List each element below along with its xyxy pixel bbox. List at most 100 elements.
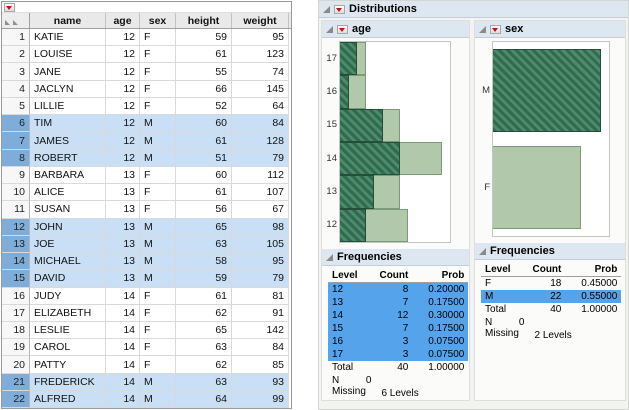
cell-sex[interactable]: F — [140, 339, 176, 357]
cell-height[interactable]: 52 — [176, 97, 232, 116]
cell-age[interactable]: 14 — [106, 390, 140, 409]
cell-height[interactable]: 63 — [176, 235, 232, 254]
cell-height[interactable]: 64 — [176, 390, 232, 409]
cell-weight[interactable]: 123 — [232, 46, 289, 64]
cell-name[interactable]: ELIZABETH — [30, 304, 106, 322]
row-number[interactable]: 4 — [2, 80, 30, 98]
table-row[interactable]: 12 JOHN 13 M 65 98 — [2, 218, 291, 236]
row-number[interactable]: 7 — [2, 132, 30, 150]
cell-age[interactable]: 13 — [106, 253, 140, 271]
cell-age[interactable]: 14 — [106, 356, 140, 374]
cell-sex[interactable]: M — [140, 149, 176, 167]
freq-cell-count[interactable]: 18 — [550, 278, 562, 289]
column-header-weight[interactable]: weight — [232, 13, 289, 28]
table-row[interactable]: 2 LOUISE 12 F 61 123 — [2, 46, 291, 64]
cell-age[interactable]: 14 — [106, 339, 140, 357]
column-header-name[interactable]: name — [30, 13, 106, 28]
histogram-bar-selected[interactable] — [340, 208, 366, 242]
row-number[interactable]: 1 — [2, 29, 30, 47]
cell-name[interactable]: CAROL — [30, 339, 106, 357]
table-row[interactable]: 7 JAMES 12 M 61 128 — [2, 132, 291, 150]
freq-cell-count[interactable]: 22 — [528, 290, 566, 303]
cell-sex[interactable]: F — [140, 287, 176, 305]
cell-name[interactable]: PATTY — [30, 356, 106, 374]
frequency-row[interactable]: 13 7 0.17500 — [328, 296, 469, 309]
table-row[interactable]: 8 ROBERT 12 M 51 79 — [2, 149, 291, 167]
frequency-row[interactable]: F 18 0.45000 — [481, 277, 621, 291]
histogram-bar-selected[interactable] — [340, 42, 357, 76]
distributions-red-triangle-icon[interactable] — [334, 4, 345, 14]
disclosure-icon[interactable] — [326, 25, 333, 33]
row-number[interactable]: 14 — [2, 253, 30, 271]
cell-weight[interactable]: 84 — [232, 115, 289, 133]
row-number[interactable]: 12 — [2, 218, 30, 236]
cell-weight[interactable]: 91 — [232, 304, 289, 322]
row-number[interactable]: 18 — [2, 321, 30, 340]
cell-age[interactable]: 13 — [106, 184, 140, 202]
cell-name[interactable]: JAMES — [30, 132, 106, 150]
cell-height[interactable]: 62 — [176, 304, 232, 322]
cell-height[interactable]: 62 — [176, 356, 232, 374]
cell-weight[interactable]: 107 — [232, 184, 289, 202]
row-number[interactable]: 11 — [2, 201, 30, 219]
cell-name[interactable]: LOUISE — [30, 46, 106, 64]
cell-sex[interactable]: F — [140, 63, 176, 81]
cell-height[interactable]: 61 — [176, 46, 232, 64]
freq-cell-level[interactable]: F — [485, 278, 492, 289]
disclosure-icon[interactable] — [323, 5, 330, 13]
cell-height[interactable]: 61 — [176, 132, 232, 150]
frequency-row[interactable]: 16 3 0.07500 — [328, 335, 469, 348]
sex-plot-area[interactable] — [492, 41, 611, 237]
cell-age[interactable]: 12 — [106, 115, 140, 133]
cell-weight[interactable]: 145 — [232, 80, 289, 98]
cell-weight[interactable]: 95 — [232, 29, 289, 47]
table-row[interactable]: 14 MICHAEL 13 M 58 95 — [2, 253, 291, 271]
cell-weight[interactable]: 67 — [232, 201, 289, 219]
cell-age[interactable]: 14 — [106, 304, 140, 322]
cell-sex[interactable]: M — [140, 373, 176, 391]
cell-sex[interactable]: F — [140, 166, 176, 185]
freq-cell-count[interactable]: 7 — [375, 322, 413, 335]
table-row[interactable]: 19 CAROL 14 F 63 84 — [2, 339, 291, 357]
row-number[interactable]: 10 — [2, 184, 30, 202]
age-plot-area[interactable] — [339, 41, 451, 243]
cell-age[interactable]: 13 — [106, 218, 140, 236]
freq-cell-level[interactable]: 17 — [328, 348, 376, 361]
cell-name[interactable]: JANE — [30, 63, 106, 81]
row-number[interactable]: 17 — [2, 304, 30, 322]
cell-name[interactable]: FREDERICK — [30, 373, 106, 391]
cell-weight[interactable]: 128 — [232, 132, 289, 150]
freq-cell-level[interactable]: 12 — [328, 282, 376, 296]
freq-cell-count[interactable]: 3 — [375, 335, 413, 348]
cell-name[interactable]: SUSAN — [30, 201, 106, 219]
cell-height[interactable]: 60 — [176, 166, 232, 185]
row-number[interactable]: 13 — [2, 235, 30, 254]
row-number[interactable]: 15 — [2, 270, 30, 288]
column-header-age[interactable]: age — [106, 13, 140, 28]
cell-height[interactable]: 65 — [176, 321, 232, 340]
cell-sex[interactable]: M — [140, 115, 176, 133]
row-number[interactable]: 16 — [2, 287, 30, 305]
cell-height[interactable]: 59 — [176, 29, 232, 47]
cell-height[interactable]: 59 — [176, 270, 232, 288]
cell-age[interactable]: 12 — [106, 97, 140, 116]
cell-weight[interactable]: 85 — [232, 356, 289, 374]
cell-age[interactable]: 14 — [106, 321, 140, 340]
cell-sex[interactable]: F — [140, 97, 176, 116]
freq-cell-count[interactable]: 12 — [375, 309, 413, 322]
sex-red-triangle-icon[interactable] — [490, 24, 502, 34]
cell-name[interactable]: JOE — [30, 235, 106, 254]
row-number[interactable]: 6 — [2, 115, 30, 133]
freq-cell-count[interactable]: 7 — [375, 296, 413, 309]
cell-height[interactable]: 60 — [176, 115, 232, 133]
cell-height[interactable]: 65 — [176, 218, 232, 236]
cell-age[interactable]: 13 — [106, 166, 140, 185]
cell-weight[interactable]: 99 — [232, 390, 289, 409]
cell-name[interactable]: JOHN — [30, 218, 106, 236]
cell-weight[interactable]: 142 — [232, 321, 289, 340]
cell-sex[interactable]: F — [140, 80, 176, 98]
row-number[interactable]: 19 — [2, 339, 30, 357]
row-number[interactable]: 8 — [2, 149, 30, 167]
cell-weight[interactable]: 79 — [232, 270, 289, 288]
